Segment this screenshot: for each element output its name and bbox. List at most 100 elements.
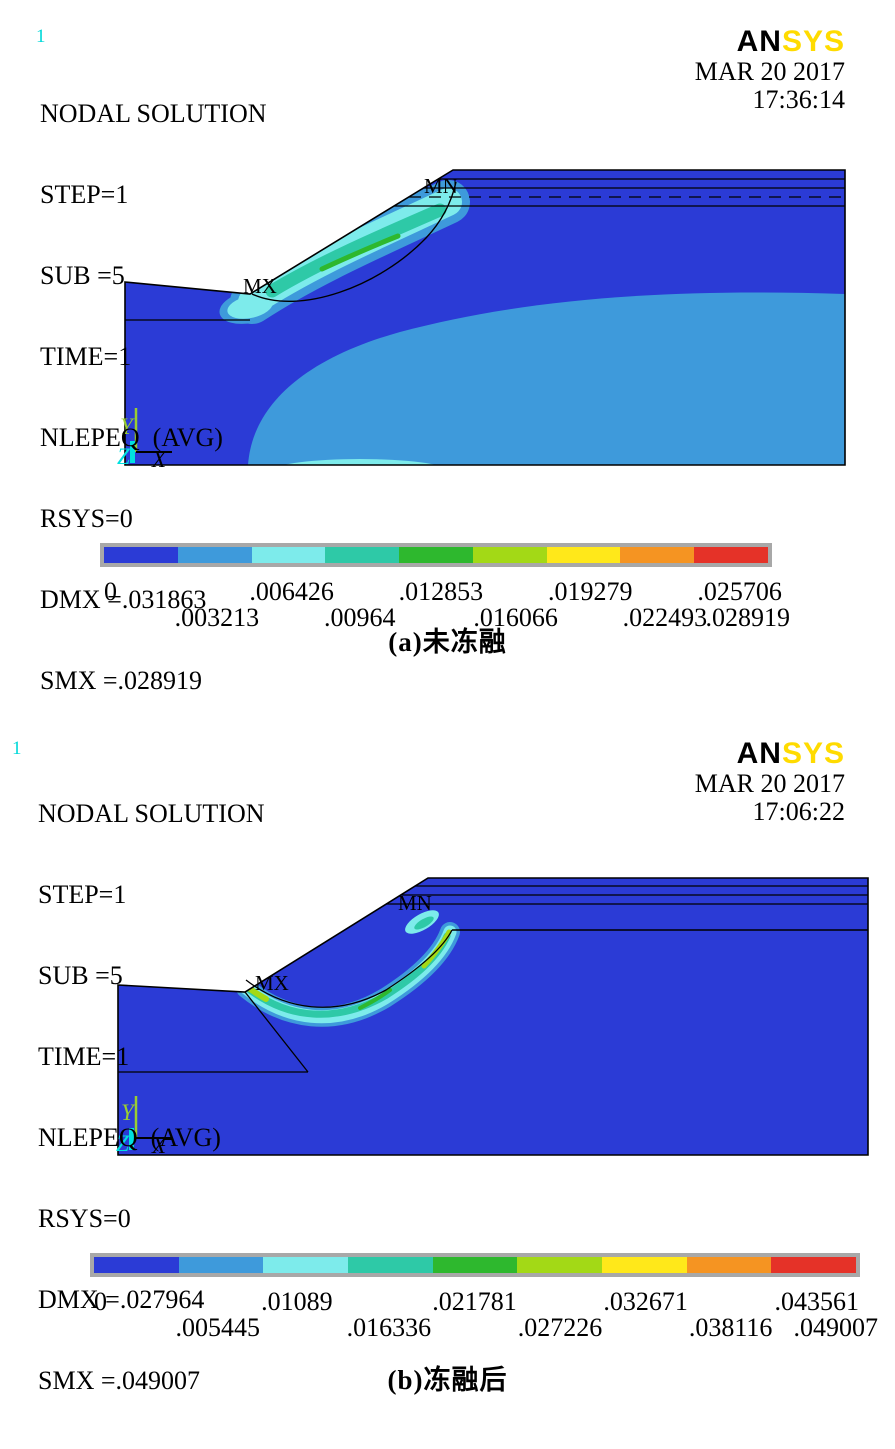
contour-scene-b: MN MX Y Z X	[116, 877, 869, 1158]
legend-tick: .027226	[517, 1313, 603, 1342]
solution-info-block: NODAL SOLUTION STEP=1 SUB =5 TIME=1 NLEP…	[40, 46, 267, 748]
legend-tick: .021781	[432, 1287, 517, 1316]
ansys-logo-black: AN	[736, 737, 782, 770]
x-axis-label: X	[151, 447, 167, 472]
legend-tick: .038116	[688, 1313, 773, 1342]
legend-tick: .028919	[705, 603, 791, 632]
caption-a: (a)未冻融	[388, 627, 507, 657]
legend-segment	[517, 1257, 603, 1273]
legend-segment	[432, 1257, 518, 1273]
legend-segment	[399, 547, 473, 563]
x-axis-label: X	[151, 1133, 167, 1158]
min-node-label: MX	[243, 274, 277, 298]
info-line-dmx: DMX =.031863	[40, 585, 207, 614]
info-line-time: TIME=1	[38, 1042, 130, 1071]
legend-colorbar	[90, 1253, 860, 1277]
info-line-result: NLEPEQ (AVG)	[38, 1123, 221, 1152]
legend-tick: .016336	[346, 1313, 432, 1342]
ansys-logo-gold: SYS	[781, 25, 845, 58]
time-label: 17:06:22	[752, 797, 845, 826]
legend-tick: .01089	[261, 1287, 333, 1316]
plot-b-section: MN MX Y Z X 1 NODAL SOLUTION STEP=1 SUB …	[0, 690, 895, 1418]
date-label: MAR 20 2017	[694, 57, 845, 86]
legend-tick: .003213	[174, 603, 260, 632]
info-line-result: NLEPEQ (AVG)	[40, 423, 223, 452]
legend-segment	[694, 547, 769, 563]
legend-segment	[546, 547, 621, 563]
date-label: MAR 20 2017	[694, 769, 845, 798]
z-axis-mark	[129, 1128, 134, 1150]
legend-a: 0 .003213 .006426 .00964 .012853 .016066…	[100, 543, 790, 632]
plot-a-section: MN MX Y Z X 1 NODAL SOLUTION STEP=1 SUB …	[0, 0, 895, 694]
z-axis-label: Z	[117, 444, 130, 469]
contour-scene-a: MN MX Y Z X	[117, 169, 846, 472]
legend-tick: .005445	[175, 1313, 261, 1342]
legend-colorbar	[100, 543, 772, 567]
legend-segment	[686, 1257, 772, 1273]
max-node-label: MN	[398, 891, 432, 915]
legend-segment	[178, 1257, 264, 1273]
ground-layer-line	[118, 991, 309, 1073]
legend-segment	[94, 1257, 179, 1273]
mid-slope-strain-core	[414, 916, 434, 930]
slip-band-ring3	[265, 203, 447, 298]
info-line-time: TIME=1	[40, 342, 132, 371]
y-axis-label: Y	[120, 414, 135, 439]
legend-tick: .016066	[473, 603, 558, 632]
solution-info-block: NODAL SOLUTION STEP=1 SUB =5 TIME=1 NLEP…	[38, 746, 265, 1448]
info-line-smx: SMX =.049007	[38, 1366, 201, 1395]
legend-tick: .019279	[548, 577, 633, 606]
legend-tick: .043561	[774, 1287, 859, 1316]
bottom-strain-sliver	[275, 459, 445, 465]
slip-surface-line	[251, 181, 457, 302]
info-line-rsys: RSYS=0	[40, 504, 133, 533]
legend-tick: .032671	[603, 1287, 688, 1316]
legend-tick: 0	[94, 1287, 107, 1316]
legend-segment	[104, 547, 178, 563]
soil-layer-lines	[394, 178, 845, 207]
ansys-logo-black: AN	[736, 25, 782, 58]
z-axis-label: Z	[116, 1131, 129, 1156]
legend-tick: .012853	[398, 577, 484, 606]
min-node-label: MX	[255, 971, 289, 995]
window-number: 1	[12, 738, 22, 759]
info-line-dmx: DMX =.027964	[38, 1285, 205, 1314]
info-line-sub: SUB =5	[38, 961, 123, 990]
legend-segment	[472, 547, 547, 563]
contour-fills-b	[118, 878, 868, 1155]
legend-tick: .049007	[793, 1313, 879, 1342]
info-line-step: STEP=1	[38, 880, 127, 909]
legend-segment	[251, 547, 326, 563]
legend-tick: .025706	[697, 577, 782, 606]
z-axis-mark	[130, 441, 135, 463]
green-strain-sliver	[358, 988, 392, 1010]
legend-tick: .006426	[249, 577, 334, 606]
soil-layer-lines	[386, 885, 868, 905]
info-line-step: STEP=1	[40, 180, 129, 209]
legend-tick: .00964	[323, 603, 396, 632]
caption-b: (b)冻融后	[387, 1365, 508, 1395]
window-number: 1	[36, 26, 46, 47]
slip-surface-line	[245, 929, 453, 1008]
figure-page: MN MX Y Z X 1 NODAL SOLUTION STEP=1 SUB …	[0, 0, 895, 1418]
legend-segment	[177, 547, 252, 563]
legend-segment	[602, 1257, 687, 1273]
slip-band-ring4	[319, 233, 401, 272]
ansys-logo-gold: SYS	[781, 737, 845, 770]
info-line-sub: SUB =5	[40, 261, 125, 290]
y-axis-label: Y	[121, 1100, 136, 1125]
info-line-smx: SMX =.028919	[40, 666, 203, 695]
legend-segment	[620, 547, 695, 563]
legend-segment	[771, 1257, 857, 1273]
ansys-logo: ANSYS	[695, 738, 845, 770]
header-right-b: ANSYS MAR 20 2017 17:06:22	[695, 738, 845, 826]
legend-tick: .022493	[622, 603, 708, 632]
header-right-a: ANSYS MAR 20 2017 17:36:14	[695, 26, 845, 114]
max-node-label: MN	[424, 174, 458, 198]
ansys-logo: ANSYS	[695, 26, 845, 58]
legend-b: 0 .005445 .01089 .016336 .021781 .027226…	[90, 1253, 878, 1342]
info-line-title: NODAL SOLUTION	[38, 799, 265, 828]
legend-segment	[325, 547, 400, 563]
info-line-rsys: RSYS=0	[38, 1204, 131, 1233]
legend-segment	[263, 1257, 349, 1273]
